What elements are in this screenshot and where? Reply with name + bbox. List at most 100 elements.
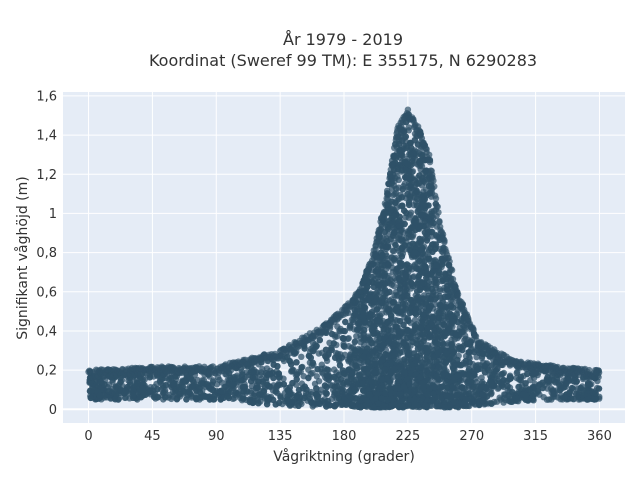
scatter-point	[205, 383, 212, 390]
scatter-point	[309, 347, 317, 355]
scatter-point	[433, 403, 440, 410]
scatter-point	[385, 261, 392, 268]
scatter-point	[406, 309, 414, 316]
scatter-point	[429, 248, 436, 255]
scatter-point	[392, 199, 399, 206]
scatter-point	[325, 372, 332, 379]
scatter-point	[315, 378, 323, 385]
scatter-point	[423, 237, 431, 244]
scatter-point	[423, 274, 430, 282]
scatter-point	[280, 381, 287, 388]
scatter-point	[462, 396, 469, 403]
scatter-point	[339, 335, 346, 342]
scatter-point	[478, 383, 485, 390]
scatter-point	[334, 383, 341, 390]
scatter-point	[232, 389, 240, 396]
scatter-point	[433, 373, 440, 380]
scatter-point	[422, 270, 429, 277]
scatter-point	[405, 402, 412, 409]
scatter-point	[154, 394, 161, 401]
scatter-point	[361, 318, 368, 325]
scatter-point	[443, 371, 451, 379]
scatter-point	[171, 380, 178, 387]
scatter-point	[408, 194, 415, 201]
scatter-point	[467, 395, 475, 402]
scatter-point	[322, 346, 330, 353]
scatter-point	[345, 335, 352, 342]
scatter-point	[371, 360, 378, 368]
scatter-point	[307, 391, 315, 398]
scatter-point	[449, 383, 457, 390]
scatter-point	[368, 309, 375, 316]
scatter-point	[387, 386, 394, 393]
scatter-point	[360, 353, 367, 360]
scatter-point	[240, 395, 248, 402]
scatter-point	[426, 358, 434, 365]
scatter-point	[404, 326, 411, 334]
scatter-point	[379, 251, 386, 259]
scatter-point	[584, 379, 592, 387]
scatter-point	[453, 392, 460, 399]
scatter-point	[408, 280, 415, 287]
scatter-point	[263, 365, 271, 372]
scatter-point	[293, 392, 300, 400]
scatter-point	[398, 294, 405, 301]
scatter-point	[438, 394, 445, 402]
scatter-point	[441, 293, 448, 301]
scatter-point	[401, 356, 408, 363]
scatter-point	[448, 318, 456, 325]
scatter-point	[592, 390, 599, 397]
scatter-point	[419, 311, 427, 318]
scatter-point	[425, 347, 432, 354]
scatter-point	[171, 388, 179, 395]
scatter-point	[448, 312, 455, 319]
scatter-point	[390, 212, 397, 220]
scatter-point	[266, 383, 273, 390]
scatter-point	[211, 392, 218, 399]
scatter-point	[318, 369, 326, 376]
scatter-point	[453, 332, 460, 339]
scatter-point	[561, 394, 568, 401]
scatter-point	[415, 273, 422, 281]
scatter-point	[513, 369, 520, 377]
scatter-point	[411, 249, 418, 256]
scatter-point	[231, 394, 238, 402]
scatter-point	[401, 220, 408, 228]
scatter-point	[488, 400, 495, 407]
scatter-point	[394, 333, 402, 341]
scatter-point	[437, 301, 444, 309]
scatter-point	[385, 243, 392, 251]
scatter-point	[572, 390, 580, 398]
scatter-point	[443, 350, 450, 357]
scatter-point	[414, 195, 421, 203]
scatter-point	[392, 323, 399, 330]
scatter-point	[374, 266, 381, 273]
scatter-point	[448, 336, 455, 344]
scatter-point	[272, 388, 279, 395]
scatter-point	[409, 233, 416, 241]
scatter-point	[162, 382, 169, 389]
scatter-point	[397, 308, 404, 316]
scatter-point	[421, 258, 428, 265]
scatter-point	[189, 382, 197, 390]
scatter-point	[465, 349, 472, 356]
scatter-point	[421, 403, 429, 410]
scatter-point	[416, 235, 423, 243]
scatter-point	[427, 257, 434, 265]
scatter-point	[373, 306, 381, 313]
scatter-point	[435, 269, 443, 276]
scatter-point	[381, 390, 388, 397]
scatter-point	[539, 384, 547, 392]
scatter-point	[160, 389, 167, 397]
scatter-point	[390, 401, 397, 408]
scatter-point	[432, 276, 439, 284]
scatter-point	[448, 341, 455, 348]
scatter-point	[477, 365, 484, 372]
scatter-point	[386, 236, 393, 243]
scatter-point	[360, 387, 367, 394]
scatter-point	[483, 385, 490, 393]
scatter-point	[250, 368, 257, 376]
scatter-point	[446, 403, 453, 411]
scatter-point	[466, 390, 473, 397]
scatter-point	[224, 393, 231, 400]
